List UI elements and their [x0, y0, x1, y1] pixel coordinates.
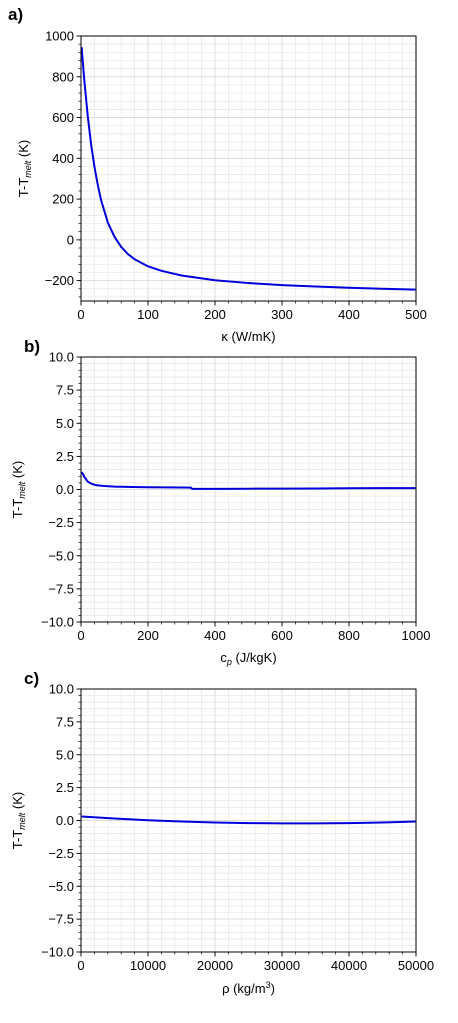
panel-2: 0 200 400 600 800 1000 −10.0 −7.5 −5.0 −2.5 0.0 2.5…	[10, 337, 430, 667]
y-tick-label: 0.0	[56, 813, 74, 828]
y-tick-label: 7.5	[56, 383, 74, 398]
y-tick-label: 2.5	[56, 780, 74, 795]
y-tick-label: 200	[52, 192, 74, 207]
y-tick-label: 2.5	[56, 449, 74, 464]
x-tick-label: 30000	[264, 958, 300, 973]
y-axis-label: T-Tmelt (K)	[10, 792, 27, 849]
y-tick-label: 5.0	[56, 416, 74, 431]
y-tick-label: 0	[67, 232, 74, 247]
y-axis-label: T-Tmelt (K)	[16, 140, 33, 197]
y-tick-label: 10.0	[49, 682, 74, 697]
y-tick-label: 5.0	[56, 747, 74, 762]
x-tick-label: 0	[77, 307, 84, 322]
y-tick-label: −2.5	[48, 846, 74, 861]
x-tick-label: 100	[137, 307, 159, 322]
x-tick-label: 20000	[197, 958, 233, 973]
y-tick-label: 10.0	[49, 350, 74, 365]
y-axis-label: T-Tmelt (K)	[10, 461, 27, 518]
y-tick-label: −5.0	[48, 548, 74, 563]
x-tick-label: 0	[77, 628, 84, 643]
x-axis-label: κ (W/mK)	[221, 329, 275, 344]
x-tick-label: 300	[271, 307, 293, 322]
panel-1: 0 100 200 300 400 500 −200 0 200 400 600 800 1000 a) κ…	[8, 5, 427, 344]
plot-frame	[80, 35, 417, 302]
y-tick-label: −7.5	[48, 912, 74, 927]
x-tick-label: 400	[204, 628, 226, 643]
x-tick-label: 800	[338, 628, 360, 643]
x-tick-label: 50000	[398, 958, 434, 973]
x-tick-label: 10000	[130, 958, 166, 973]
y-tick-label: −7.5	[48, 581, 74, 596]
x-tick-label: 200	[204, 307, 226, 322]
series-line-1	[80, 471, 416, 490]
x-axis-label: ρ (kg/m3)	[222, 980, 275, 996]
series-line-1	[80, 47, 417, 291]
series-line-1	[81, 815, 417, 825]
x-tick-label: 0	[77, 958, 84, 973]
x-tick-label: 400	[338, 307, 360, 322]
y-tick-label: 0.0	[56, 482, 74, 497]
x-tick-label: 1000	[402, 628, 431, 643]
panel-label: c)	[24, 669, 39, 688]
y-tick-label: 600	[52, 110, 74, 125]
y-tick-label: 1000	[45, 29, 74, 44]
y-tick-label: −200	[45, 273, 74, 288]
y-tick-label: 7.5	[56, 714, 74, 729]
grid	[80, 688, 417, 953]
panel-label: b)	[24, 337, 40, 356]
y-tick-label: 800	[52, 69, 74, 84]
x-tick-label: 40000	[331, 958, 367, 973]
x-tick-label: 600	[271, 628, 293, 643]
y-tick-label: 400	[52, 151, 74, 166]
panel-label: a)	[8, 5, 23, 24]
y-tick-label: −10.0	[41, 945, 74, 960]
x-tick-label: 200	[137, 628, 159, 643]
y-tick-label: −10.0	[41, 615, 74, 630]
y-tick-label: −2.5	[48, 515, 74, 530]
grid	[80, 35, 417, 301]
x-axis-label: cp (J/kgK)	[220, 650, 276, 667]
x-tick-label: 500	[405, 307, 427, 322]
panel-3: 0 10000 20000 30000 40000 50000 −10.0 −7.5 −5.0 −…	[10, 669, 434, 996]
y-tick-label: −5.0	[48, 879, 74, 894]
